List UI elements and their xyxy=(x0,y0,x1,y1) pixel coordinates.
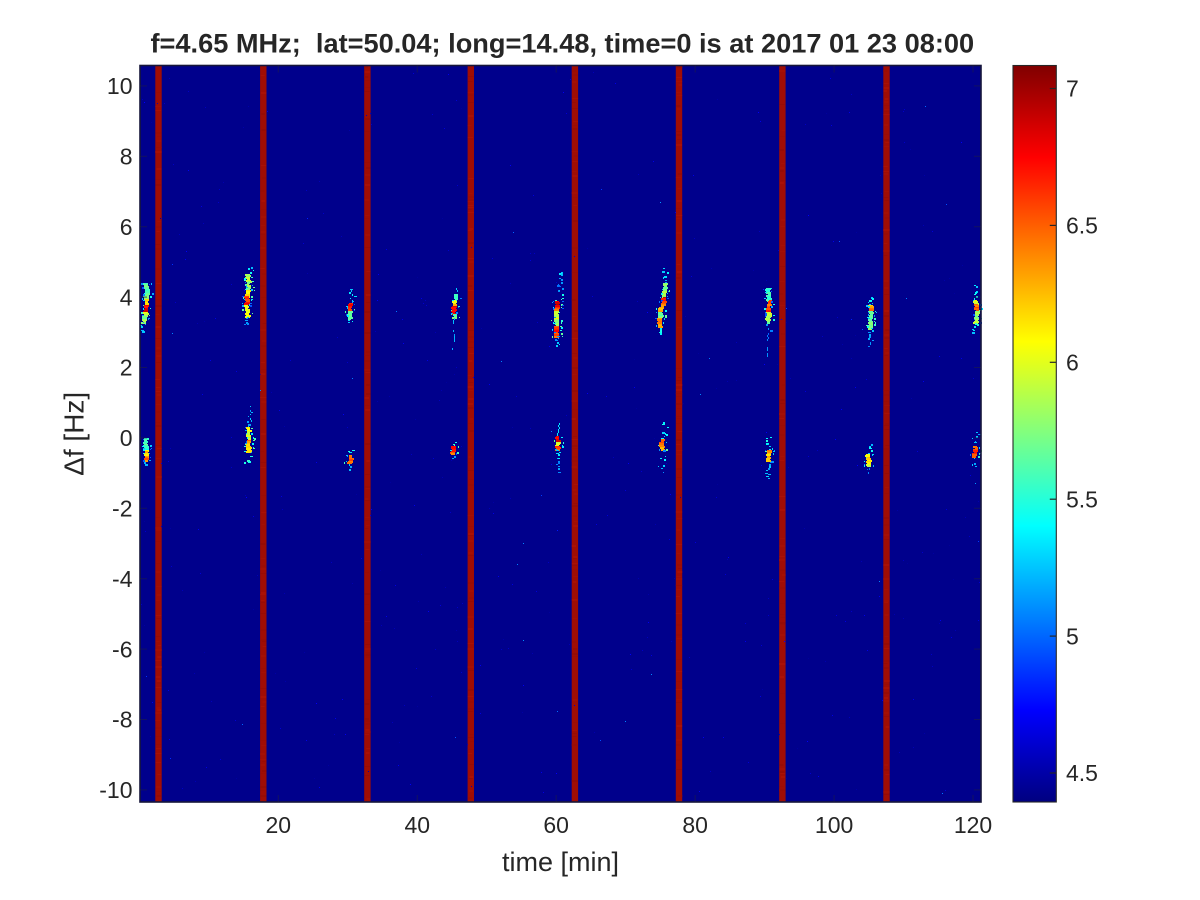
svg-text:2: 2 xyxy=(120,355,133,381)
svg-text:6.5: 6.5 xyxy=(1066,213,1098,239)
svg-text:7: 7 xyxy=(1066,76,1079,102)
svg-text:40: 40 xyxy=(405,812,431,838)
svg-text:80: 80 xyxy=(682,812,708,838)
svg-text:5.5: 5.5 xyxy=(1066,486,1098,512)
svg-text:120: 120 xyxy=(954,812,992,838)
svg-text:0: 0 xyxy=(120,425,133,451)
svg-text:100: 100 xyxy=(815,812,853,838)
svg-text:f=4.65 MHz; lat=50.04; long=1: f=4.65 MHz; lat=50.04; long=14.48, time=… xyxy=(150,28,974,59)
svg-text:-10: -10 xyxy=(99,777,132,803)
svg-text:-4: -4 xyxy=(112,566,133,592)
svg-text:10: 10 xyxy=(107,73,133,99)
svg-text:5: 5 xyxy=(1066,623,1079,649)
svg-text:20: 20 xyxy=(266,812,292,838)
svg-text:60: 60 xyxy=(543,812,569,838)
svg-text:-2: -2 xyxy=(112,496,132,522)
svg-text:4: 4 xyxy=(120,284,133,310)
svg-text:Δf [Hz]: Δf [Hz] xyxy=(59,392,90,476)
svg-text:time [min]: time [min] xyxy=(502,847,619,877)
svg-text:8: 8 xyxy=(120,144,133,170)
svg-text:6: 6 xyxy=(120,214,133,240)
svg-text:4.5: 4.5 xyxy=(1066,760,1098,786)
svg-text:6: 6 xyxy=(1066,350,1079,376)
svg-text:-8: -8 xyxy=(112,707,132,733)
svg-text:-6: -6 xyxy=(112,636,132,662)
